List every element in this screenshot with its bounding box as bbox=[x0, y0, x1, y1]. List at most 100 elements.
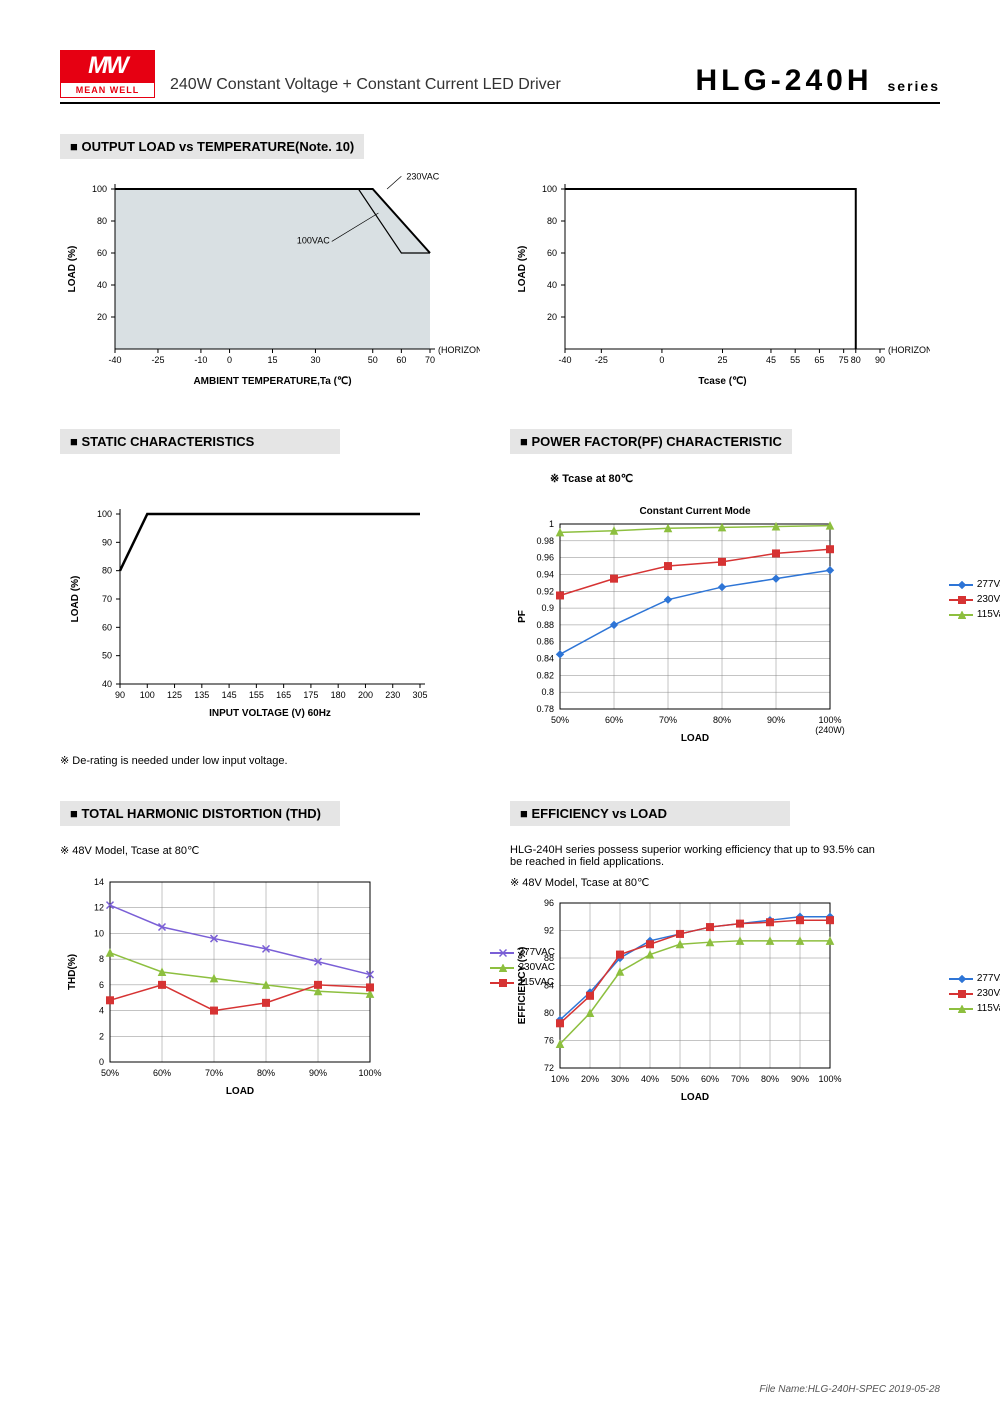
document-footer: File Name:HLG-240H-SPEC 2019-05-28 bbox=[759, 1384, 940, 1395]
svg-text:80%: 80% bbox=[713, 715, 731, 725]
svg-text:0.84: 0.84 bbox=[536, 654, 554, 664]
svg-text:INPUT VOLTAGE (V) 60Hz: INPUT VOLTAGE (V) 60Hz bbox=[209, 708, 331, 719]
legend-entry: 230Vac bbox=[949, 988, 1000, 999]
svg-text:90%: 90% bbox=[309, 1068, 327, 1078]
svg-text:6: 6 bbox=[99, 980, 104, 990]
svg-text:Tcase (℃): Tcase (℃) bbox=[698, 376, 746, 387]
chart-load-vs-ambient-temp: -40-25-100153050607020406080100230VAC100… bbox=[60, 169, 490, 389]
svg-text:84: 84 bbox=[544, 981, 554, 991]
svg-text:76: 76 bbox=[544, 1036, 554, 1046]
svg-text:(HORIZONTAL): (HORIZONTAL) bbox=[888, 345, 930, 355]
eff-condition-note: ※ 48V Model, Tcase at 80℃ bbox=[510, 876, 940, 889]
svg-text:0: 0 bbox=[227, 355, 232, 365]
svg-text:50%: 50% bbox=[671, 1074, 689, 1084]
svg-text:70: 70 bbox=[425, 355, 435, 365]
svg-text:70%: 70% bbox=[205, 1068, 223, 1078]
svg-text:230VAC: 230VAC bbox=[406, 171, 439, 181]
svg-text:60%: 60% bbox=[605, 715, 623, 725]
svg-text:90: 90 bbox=[875, 355, 885, 365]
svg-text:0.94: 0.94 bbox=[536, 569, 554, 579]
legend-entry: 115Vac bbox=[949, 1003, 1000, 1014]
svg-text:80: 80 bbox=[544, 1008, 554, 1018]
svg-text:-10: -10 bbox=[194, 355, 207, 365]
svg-text:40: 40 bbox=[97, 280, 107, 290]
svg-text:LOAD (%): LOAD (%) bbox=[67, 246, 78, 293]
svg-text:50: 50 bbox=[102, 651, 112, 661]
svg-text:0: 0 bbox=[99, 1057, 104, 1067]
svg-text:0.98: 0.98 bbox=[536, 536, 554, 546]
svg-text:(HORIZONTAL): (HORIZONTAL) bbox=[438, 345, 480, 355]
svg-text:135: 135 bbox=[194, 690, 209, 700]
svg-text:Constant Current Mode: Constant Current Mode bbox=[639, 506, 751, 517]
svg-text:80: 80 bbox=[97, 216, 107, 226]
svg-text:0.9: 0.9 bbox=[541, 603, 554, 613]
svg-text:165: 165 bbox=[276, 690, 291, 700]
section-title-eff: EFFICIENCY vs LOAD bbox=[510, 801, 790, 826]
svg-text:100: 100 bbox=[140, 690, 155, 700]
svg-text:50: 50 bbox=[368, 355, 378, 365]
svg-text:40%: 40% bbox=[641, 1074, 659, 1084]
svg-text:0.92: 0.92 bbox=[536, 586, 554, 596]
svg-text:50%: 50% bbox=[551, 715, 569, 725]
section-title-temp: OUTPUT LOAD vs TEMPERATURE(Note. 10) bbox=[60, 134, 364, 159]
svg-text:90: 90 bbox=[102, 537, 112, 547]
svg-text:175: 175 bbox=[303, 690, 318, 700]
svg-text:AMBIENT TEMPERATURE,Ta (℃): AMBIENT TEMPERATURE,Ta (℃) bbox=[193, 376, 351, 387]
svg-text:70%: 70% bbox=[731, 1074, 749, 1084]
derating-note: ※ De-rating is needed under low input vo… bbox=[60, 754, 490, 767]
svg-text:40: 40 bbox=[102, 679, 112, 689]
svg-text:2: 2 bbox=[99, 1031, 104, 1041]
svg-text:12: 12 bbox=[94, 903, 104, 913]
svg-text:(240W): (240W) bbox=[815, 725, 845, 735]
svg-text:70: 70 bbox=[102, 594, 112, 604]
svg-text:145: 145 bbox=[222, 690, 237, 700]
svg-text:80%: 80% bbox=[257, 1068, 275, 1078]
product-subtitle: 240W Constant Voltage + Constant Current… bbox=[170, 76, 561, 98]
svg-text:100: 100 bbox=[542, 184, 557, 194]
svg-text:LOAD: LOAD bbox=[681, 1092, 709, 1103]
chart-power-factor: POWER FACTOR(PF) CHARACTERISTIC ※ Tcase … bbox=[510, 429, 940, 771]
svg-text:92: 92 bbox=[544, 926, 554, 936]
svg-text:90%: 90% bbox=[791, 1074, 809, 1084]
svg-text:4: 4 bbox=[99, 1006, 104, 1016]
svg-text:PF: PF bbox=[517, 610, 528, 623]
svg-text:20: 20 bbox=[547, 312, 557, 322]
svg-text:180: 180 bbox=[331, 690, 346, 700]
svg-text:-25: -25 bbox=[595, 355, 608, 365]
svg-text:96: 96 bbox=[544, 898, 554, 908]
svg-text:40: 40 bbox=[547, 280, 557, 290]
svg-text:30: 30 bbox=[310, 355, 320, 365]
svg-text:200: 200 bbox=[358, 690, 373, 700]
svg-text:-40: -40 bbox=[558, 355, 571, 365]
pf-condition-note: ※ Tcase at 80℃ bbox=[550, 472, 940, 485]
svg-text:-40: -40 bbox=[108, 355, 121, 365]
legend-entry: 230Vac bbox=[949, 594, 1000, 605]
svg-text:0.86: 0.86 bbox=[536, 637, 554, 647]
svg-text:100: 100 bbox=[97, 509, 112, 519]
svg-text:60: 60 bbox=[102, 622, 112, 632]
eff-description: HLG-240H series possess superior working… bbox=[510, 844, 890, 868]
svg-text:230: 230 bbox=[385, 690, 400, 700]
svg-text:THD(%): THD(%) bbox=[67, 954, 78, 990]
svg-text:LOAD: LOAD bbox=[681, 733, 709, 744]
svg-text:14: 14 bbox=[94, 877, 104, 887]
chart-load-vs-tcase: -40-2502545556575809020406080100LOAD (%)… bbox=[510, 169, 940, 389]
svg-text:100: 100 bbox=[92, 184, 107, 194]
svg-text:90%: 90% bbox=[767, 715, 785, 725]
svg-text:0.8: 0.8 bbox=[541, 687, 554, 697]
svg-text:155: 155 bbox=[249, 690, 264, 700]
svg-text:90: 90 bbox=[115, 690, 125, 700]
section-title-pf: POWER FACTOR(PF) CHARACTERISTIC bbox=[510, 429, 792, 454]
svg-text:60%: 60% bbox=[153, 1068, 171, 1078]
svg-text:0.82: 0.82 bbox=[536, 670, 554, 680]
svg-text:0.96: 0.96 bbox=[536, 553, 554, 563]
document-header: MW MEAN WELL 240W Constant Voltage + Con… bbox=[60, 50, 940, 104]
chart-efficiency: EFFICIENCY vs LOAD HLG-240H series posse… bbox=[510, 801, 940, 1103]
svg-text:60%: 60% bbox=[701, 1074, 719, 1084]
section-title-static: STATIC CHARACTERISTICS bbox=[60, 429, 340, 454]
svg-text:80: 80 bbox=[547, 216, 557, 226]
svg-text:EFFICIENCY (%): EFFICIENCY (%) bbox=[517, 947, 528, 1025]
svg-text:305: 305 bbox=[412, 690, 427, 700]
chart-thd: TOTAL HARMONIC DISTORTION (THD) ※ 48V Mo… bbox=[60, 801, 490, 1103]
svg-text:75: 75 bbox=[839, 355, 849, 365]
